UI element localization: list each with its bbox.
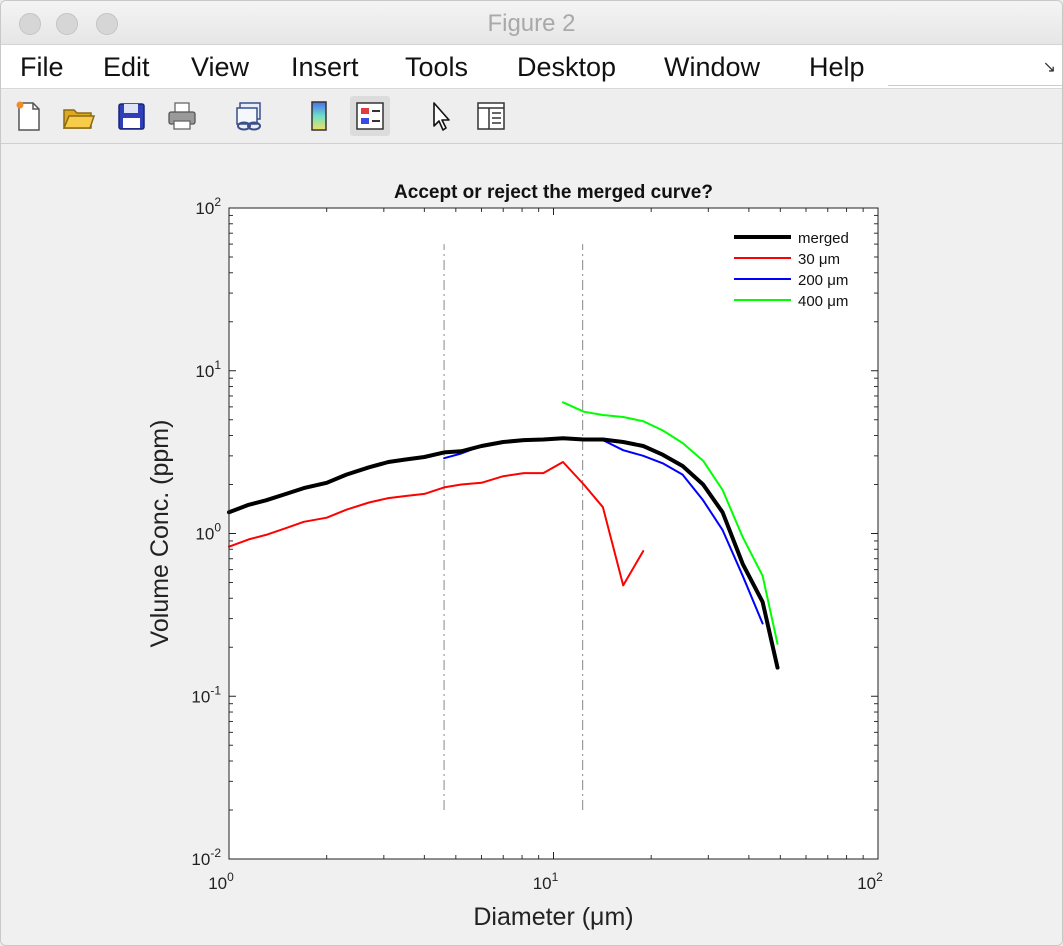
save-figure-button[interactable] — [111, 96, 151, 136]
insert-legend-button[interactable] — [350, 96, 390, 136]
menu-window[interactable]: Window — [664, 52, 761, 82]
x-tick-label: 101 — [533, 870, 559, 893]
x-axis-label: Diameter (μm) — [473, 903, 633, 931]
x-tick-label: 100 — [208, 870, 234, 893]
series-line-0[interactable] — [227, 436, 780, 670]
edit-plot-button[interactable] — [420, 96, 460, 136]
close-window-button[interactable] — [19, 13, 41, 35]
menu-desktop[interactable]: Desktop — [517, 52, 617, 82]
window-title: Figure 2 — [487, 10, 576, 37]
axes-border — [228, 207, 879, 860]
link-plot-icon — [236, 102, 261, 131]
minimize-window-button[interactable] — [56, 13, 78, 35]
y-tick-label: 10-2 — [191, 846, 221, 869]
new-file-icon — [16, 101, 40, 131]
insert-colorbar-button[interactable] — [299, 96, 339, 136]
legend-label-1: 30 μm — [798, 251, 840, 268]
chart-title: Accept or reject the merged curve? — [394, 182, 713, 203]
plot-svg[interactable]: 100 101 102 10-2 10-1 100 101 102 Accept or reje… — [1, 145, 1062, 945]
menu-bar: File Edit View Insert Tools Desktop Wind… — [1, 45, 1062, 89]
figure-canvas: 100 101 102 10-2 10-1 100 101 102 Accept or reje… — [1, 145, 1062, 945]
property-inspector-button[interactable] — [471, 96, 511, 136]
menu-separator — [888, 85, 1062, 86]
pointer-arrow-icon — [433, 102, 450, 131]
legend-icon — [356, 102, 384, 130]
y-tick-label: 100 — [195, 521, 221, 544]
menu-insert[interactable]: Insert — [291, 52, 359, 82]
menu-file[interactable]: File — [20, 52, 64, 82]
property-inspector-icon — [477, 102, 505, 130]
figure-toolbar — [1, 90, 1062, 144]
colorbar-icon — [311, 101, 327, 131]
link-plot-button[interactable] — [230, 96, 270, 136]
legend-label-2: 200 μm — [798, 272, 848, 289]
series-line-3[interactable] — [562, 401, 779, 645]
dock-arrow-icon[interactable]: ↘ — [1042, 59, 1056, 76]
menu-edit[interactable]: Edit — [103, 52, 150, 82]
zoom-window-button[interactable] — [96, 13, 118, 35]
x-tick-label: 102 — [857, 870, 883, 893]
print-figure-button[interactable] — [162, 96, 202, 136]
floppy-disk-icon — [118, 103, 145, 130]
open-file-button[interactable] — [58, 96, 98, 136]
printer-icon — [168, 102, 196, 130]
menu-view[interactable]: View — [191, 52, 250, 82]
y-tick-label: 101 — [195, 358, 221, 381]
y-axis-label: Volume Conc. (ppm) — [146, 420, 174, 648]
y-tick-label: 10-1 — [191, 683, 221, 706]
axes-background[interactable] — [229, 208, 878, 859]
menu-help[interactable]: Help — [809, 52, 865, 82]
title-bar[interactable]: Figure 2 — [1, 1, 1062, 45]
y-tick-label: 102 — [195, 195, 221, 218]
new-figure-button[interactable] — [8, 96, 48, 136]
legend-label-0: merged — [798, 230, 849, 247]
folder-open-icon — [62, 109, 95, 129]
series-line-1[interactable] — [228, 461, 645, 587]
legend-label-3: 400 μm — [798, 293, 848, 310]
menu-tools[interactable]: Tools — [405, 52, 469, 82]
